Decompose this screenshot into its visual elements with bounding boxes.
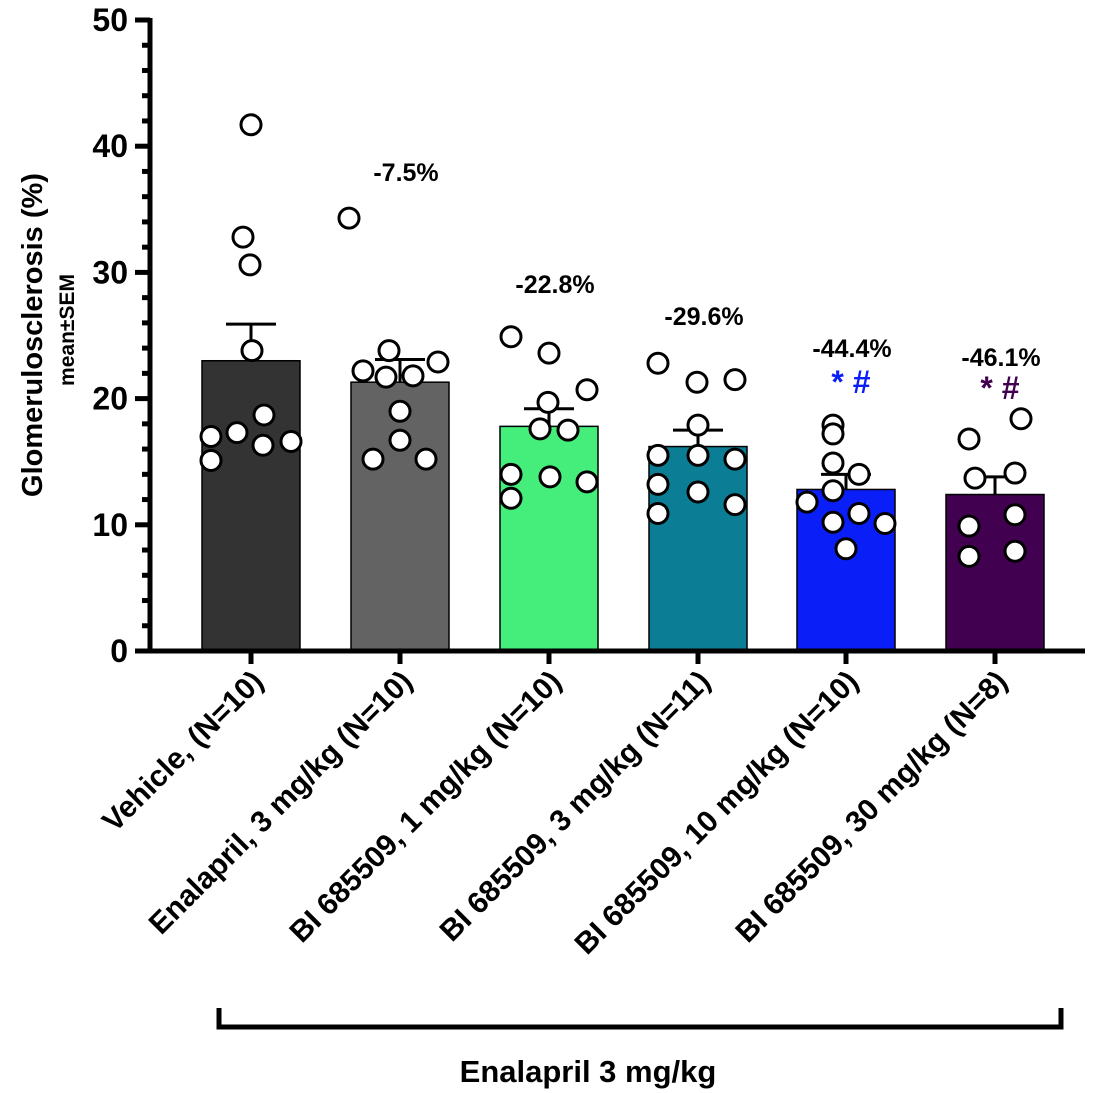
bars-layer — [201, 359, 1045, 652]
data-point — [646, 472, 670, 496]
data-point — [337, 206, 361, 230]
data-point — [377, 339, 401, 363]
points-layer — [199, 113, 1033, 568]
annotations-layer: -7.5%-22.8%-29.6%-44.4%* #-46.1%* # — [373, 159, 1040, 406]
data-point — [252, 403, 276, 427]
data-point — [499, 325, 523, 349]
y-tick-label: 40 — [92, 128, 128, 164]
data-point — [361, 447, 385, 471]
significance-marker: * # — [980, 370, 1019, 406]
data-point — [834, 537, 858, 561]
data-point — [873, 512, 897, 536]
bar — [499, 425, 599, 652]
data-point — [847, 501, 871, 525]
y-tick-label: 20 — [92, 381, 128, 417]
data-point — [575, 470, 599, 494]
y-ticks-layer: 0 10 20 30 40 50 — [92, 2, 150, 669]
data-point — [499, 486, 523, 510]
data-point — [279, 430, 303, 454]
data-point — [1009, 407, 1033, 431]
data-point — [686, 480, 710, 504]
x-tick-label: BI 685509, 3 mg/kg (N=11) — [434, 665, 717, 948]
data-point — [225, 421, 249, 445]
percent-change-label: -7.5% — [373, 159, 438, 187]
y-tick-label: 50 — [92, 2, 128, 38]
data-point — [795, 490, 819, 514]
data-point — [646, 443, 670, 467]
data-point — [499, 462, 523, 486]
data-point — [957, 544, 981, 568]
percent-change-label: -44.4% — [812, 335, 891, 363]
y-axis-sublabel: mean±SEM — [56, 274, 79, 386]
data-point — [351, 359, 375, 383]
bar — [350, 381, 450, 652]
data-point — [821, 451, 845, 475]
data-point — [1003, 461, 1027, 485]
error-bars-layer — [226, 322, 1020, 495]
y-axis-label: Glomerulosclerosis (%) — [17, 173, 49, 497]
data-point — [240, 339, 264, 363]
data-point — [1003, 539, 1027, 563]
data-point — [374, 365, 398, 389]
data-point — [821, 510, 845, 534]
data-point — [646, 351, 670, 375]
y-tick-label: 30 — [92, 254, 128, 290]
data-point — [957, 427, 981, 451]
data-point — [537, 341, 561, 365]
data-point — [199, 424, 223, 448]
data-point — [251, 433, 275, 457]
bar — [945, 493, 1045, 652]
data-point — [556, 418, 580, 442]
data-point — [538, 465, 562, 489]
y-tick-label: 10 — [92, 507, 128, 543]
x-tick-label: BI 685509, 1 mg/kg (N=10) — [283, 665, 568, 950]
data-point — [847, 462, 871, 486]
data-point — [426, 350, 450, 374]
data-point — [685, 370, 709, 394]
bar — [201, 359, 301, 652]
x-tick-label: BI 685509, 10 mg/kg (N=10) — [569, 665, 865, 961]
percent-change-label: -46.1% — [961, 344, 1040, 372]
data-point — [1003, 503, 1027, 527]
data-point — [414, 447, 438, 471]
data-point — [723, 493, 747, 517]
data-point — [686, 413, 710, 437]
percent-change-label: -29.6% — [664, 303, 743, 331]
data-point — [963, 466, 987, 490]
data-point — [238, 253, 262, 277]
data-point — [401, 364, 425, 388]
data-point — [957, 514, 981, 538]
x-tick-label: BI 685509, 30 mg/kg (N=8) — [729, 665, 1014, 950]
data-point — [723, 447, 747, 471]
data-point — [821, 479, 845, 503]
data-point — [575, 378, 599, 402]
data-point — [388, 428, 412, 452]
data-point — [388, 399, 412, 423]
group-bracket-label: Enalapril 3 mg/kg — [460, 1054, 717, 1089]
data-point — [723, 368, 747, 392]
data-point — [821, 422, 845, 446]
data-point — [231, 225, 255, 249]
group-bracket — [216, 1008, 1064, 1030]
percent-change-label: -22.8% — [515, 271, 594, 299]
y-tick-label: 0 — [110, 633, 128, 669]
data-point — [536, 390, 560, 414]
data-point — [686, 443, 710, 467]
x-tick-label: Vehicle, (N=10) — [96, 665, 270, 839]
significance-marker: * # — [831, 364, 870, 400]
data-point — [199, 448, 223, 472]
data-point — [646, 501, 670, 525]
x-ticks-layer: Vehicle, (N=10)Enalapril, 3 mg/kg (N=10)… — [96, 651, 1014, 961]
data-point — [239, 113, 263, 137]
data-point — [528, 417, 552, 441]
x-tick-label: Enalapril, 3 mg/kg (N=10) — [143, 665, 419, 941]
axes-layer — [147, 18, 1085, 654]
